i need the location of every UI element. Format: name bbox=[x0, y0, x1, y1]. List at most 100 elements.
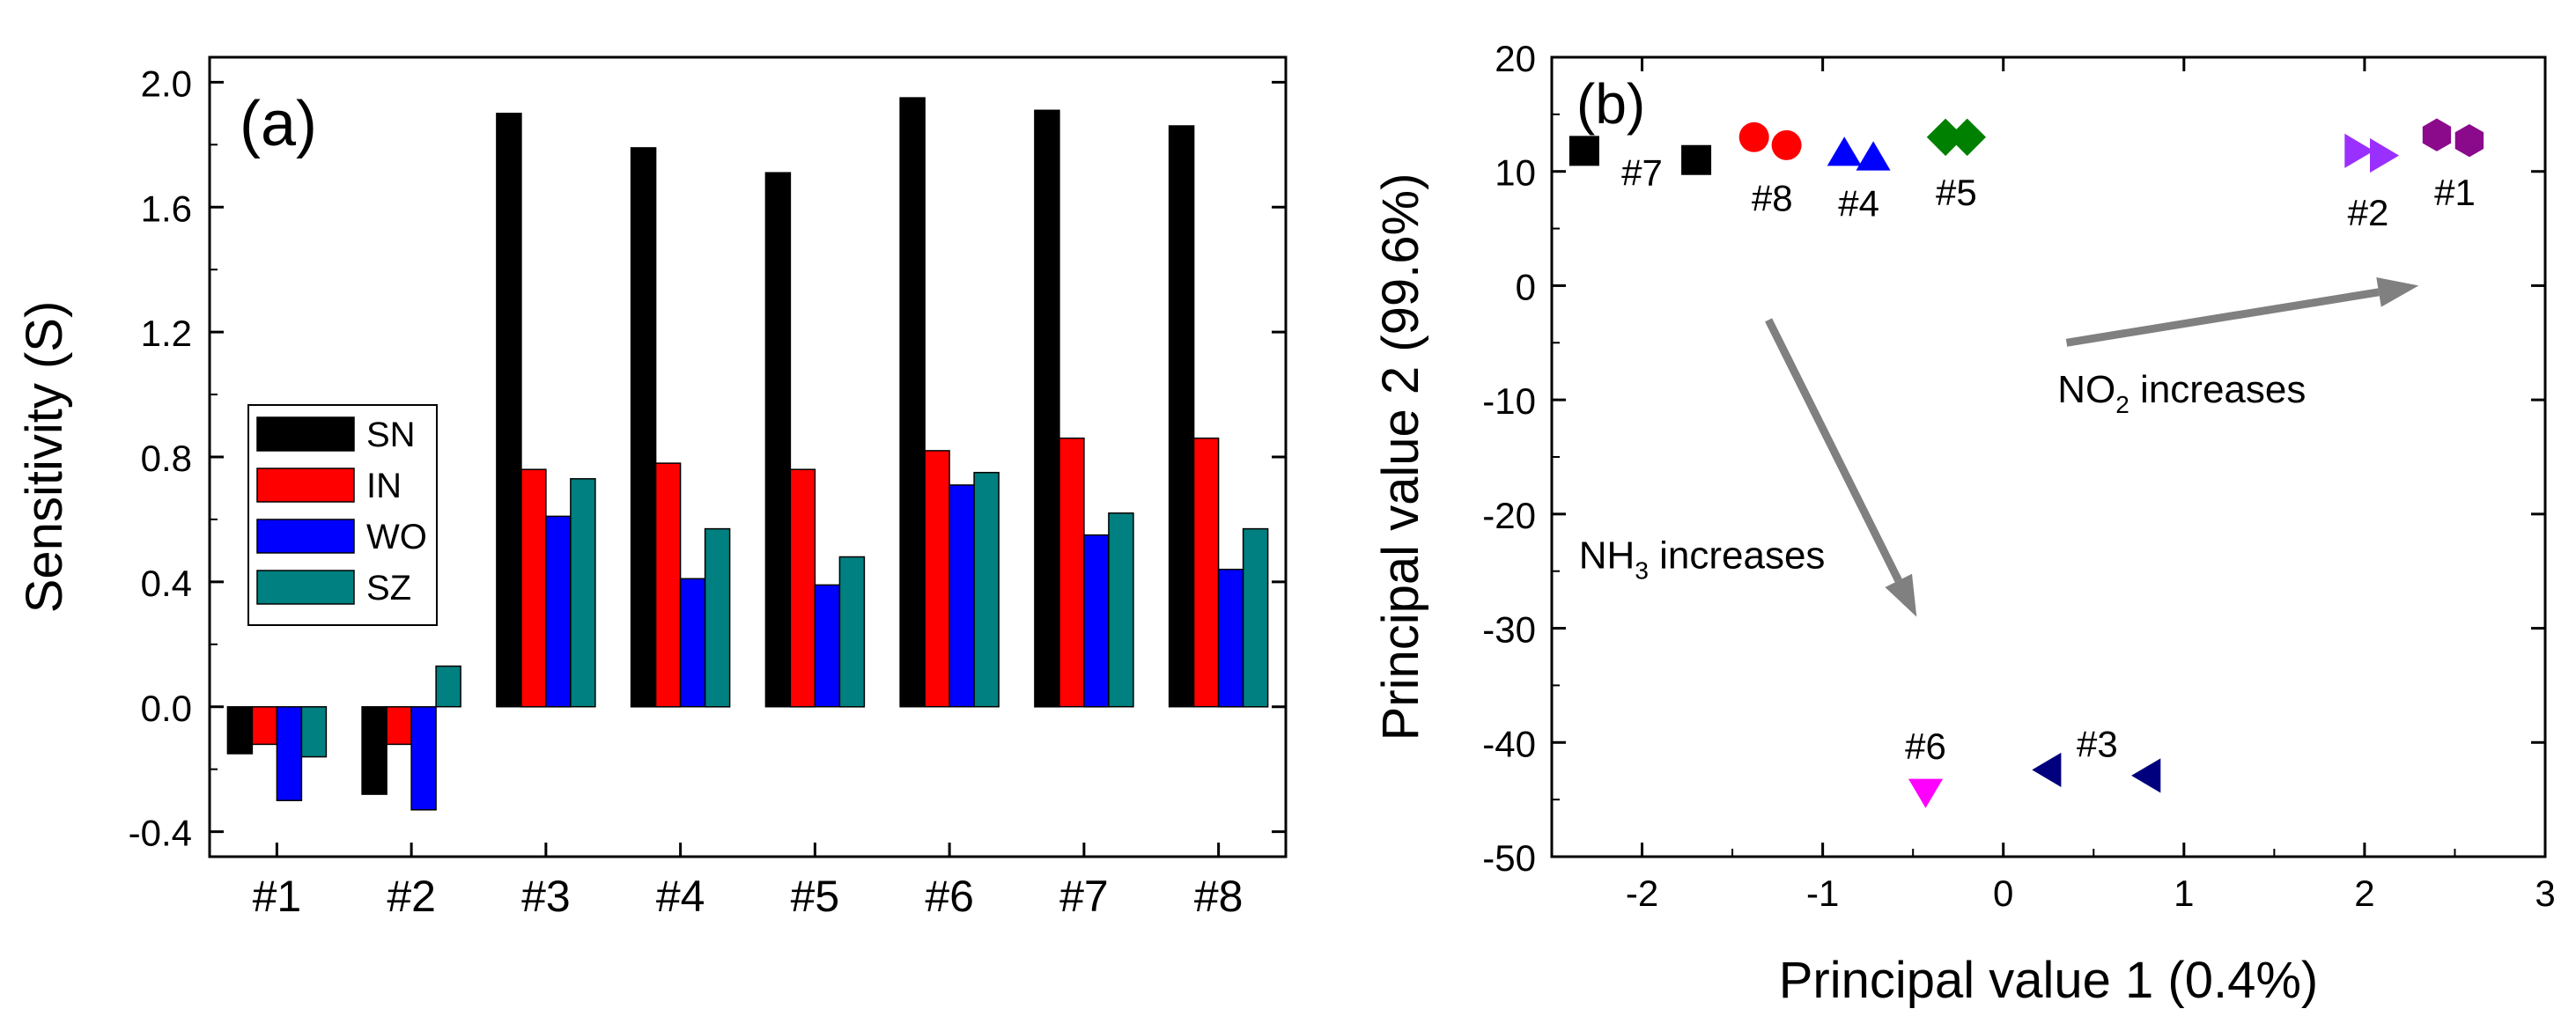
bar-in-5 bbox=[789, 468, 816, 708]
annotation-text-1: NH3 increases bbox=[1579, 534, 1826, 584]
point-sample-1-1 bbox=[2422, 118, 2452, 151]
y-tick-label: 0.4 bbox=[141, 563, 192, 604]
x-tick-label: #4 bbox=[656, 872, 705, 921]
panel-a-y-axis-title: Sensitivity (S) bbox=[16, 301, 73, 614]
panel-a-bar-chart: -0.40.00.40.81.21.62.0 #1 #2 #3 #4 #5 #6 #7 #8 … bbox=[16, 55, 1288, 921]
annotation-text-0: NO2 increases bbox=[2057, 368, 2306, 418]
annotation-subscript: 2 bbox=[2115, 391, 2129, 418]
annotation-rest: increases bbox=[1649, 534, 1826, 577]
panel-a-legend: SN IN WO SZ bbox=[247, 404, 438, 626]
bar-sn-4 bbox=[630, 147, 657, 708]
bar-sz-6 bbox=[973, 471, 1000, 708]
x-tick-label: #1 bbox=[253, 872, 302, 921]
panel-b-points bbox=[1568, 118, 2484, 808]
y-tick-label: -40 bbox=[1482, 723, 1536, 764]
bar-sz-1 bbox=[300, 706, 328, 758]
point-sample-1-2 bbox=[2454, 124, 2484, 158]
panel-b-x-axis: -2 -1 0 1 2 3 bbox=[1551, 57, 2556, 914]
bar-in-7 bbox=[1059, 437, 1085, 708]
trend-arrow-shaft bbox=[1765, 318, 1902, 583]
legend-swatch-wo bbox=[256, 519, 355, 554]
bar-sz-4 bbox=[704, 527, 731, 708]
bar-sn-5 bbox=[764, 172, 792, 708]
bar-sz-8 bbox=[1242, 527, 1269, 708]
point-sample-5-1 bbox=[1926, 118, 1965, 157]
annotation-main: NO bbox=[2057, 368, 2115, 411]
point-sample-3-2 bbox=[2131, 758, 2161, 793]
y-tick-label: -30 bbox=[1482, 609, 1536, 651]
bar-wo-5 bbox=[814, 584, 841, 708]
point-sample-2-1 bbox=[2344, 133, 2374, 168]
panel-b-x-axis-title: Principal value 1 (0.4%) bbox=[1779, 952, 2319, 1009]
bar-sn-2 bbox=[361, 706, 388, 795]
bar-sn-7 bbox=[1034, 109, 1060, 708]
point-sample-4-2 bbox=[1856, 141, 1891, 171]
panel-b-plot-frame bbox=[1550, 55, 2547, 858]
point-label-sample-8: #8 bbox=[1752, 177, 1793, 218]
point-sample-4-1 bbox=[1827, 136, 1862, 166]
point-sample-3-1 bbox=[2032, 752, 2062, 787]
point-sample-7-2 bbox=[1681, 144, 1712, 175]
bar-in-6 bbox=[924, 450, 950, 708]
bar-in-8 bbox=[1192, 437, 1220, 708]
y-tick-label: 2.0 bbox=[141, 63, 192, 104]
legend-swatch-in bbox=[256, 468, 355, 503]
x-tick-label: -1 bbox=[1806, 873, 1839, 914]
panel-b-label: (b) bbox=[1576, 72, 1645, 136]
bar-wo-8 bbox=[1217, 568, 1244, 708]
bar-in-3 bbox=[520, 468, 547, 708]
bar-wo-6 bbox=[948, 484, 975, 708]
panel-b-y-axis: 20 10 0 -10 -20 -30 -40 -50 bbox=[1482, 38, 2545, 879]
bar-wo-2 bbox=[410, 706, 437, 811]
panel-a-y-axis: -0.4 0.0 0.4 0.8 1.2 1.6 2.0 bbox=[129, 63, 1286, 854]
point-label-sample-6: #6 bbox=[1905, 725, 1946, 767]
y-tick-label: -0.4 bbox=[129, 813, 192, 854]
point-sample-7-1 bbox=[1568, 136, 1599, 166]
bar-sz-3 bbox=[570, 478, 596, 708]
point-sample-8-1 bbox=[1738, 122, 1769, 152]
panel-a-x-axis: #1 #2 #3 #4 #5 #6 #7 #8 bbox=[253, 843, 1243, 921]
legend-label-sz: SZ bbox=[366, 569, 411, 608]
y-tick-label: -10 bbox=[1482, 380, 1536, 422]
y-tick-label: 1.2 bbox=[141, 313, 192, 354]
x-tick-label: #5 bbox=[791, 872, 840, 921]
bar-in-4 bbox=[654, 462, 682, 708]
y-tick-label: -20 bbox=[1482, 495, 1536, 536]
y-tick-label: 20 bbox=[1495, 38, 1536, 79]
x-tick-label: -2 bbox=[1626, 873, 1658, 914]
panel-a-label: (a) bbox=[240, 89, 317, 159]
legend-label-wo: WO bbox=[366, 518, 427, 556]
bar-wo-1 bbox=[276, 706, 303, 801]
bar-sz-7 bbox=[1108, 512, 1134, 708]
bar-sz-5 bbox=[838, 556, 866, 708]
bar-sn-6 bbox=[899, 97, 926, 708]
bar-in-1 bbox=[251, 706, 278, 746]
trend-arrow-head bbox=[2376, 277, 2419, 307]
point-sample-5-2 bbox=[1948, 118, 1986, 157]
x-tick-label: #2 bbox=[387, 872, 436, 921]
x-tick-label: 0 bbox=[1993, 873, 2013, 914]
point-sample-8-2 bbox=[1771, 129, 1802, 160]
bar-sn-3 bbox=[496, 113, 522, 708]
bar-sn-1 bbox=[226, 706, 254, 755]
panel-b-point-labels: #7 #8 #4 #5 #2 #1 #6 #3 bbox=[1621, 152, 2476, 767]
point-label-sample-7: #7 bbox=[1621, 152, 1663, 194]
y-tick-label: 10 bbox=[1495, 152, 1536, 194]
bar-wo-3 bbox=[545, 515, 572, 708]
bar-wo-4 bbox=[679, 578, 706, 708]
point-sample-2-2 bbox=[2370, 138, 2400, 173]
annotation-rest: increases bbox=[2129, 368, 2307, 411]
point-label-sample-2: #2 bbox=[2348, 192, 2389, 233]
trend-arrow-head bbox=[1885, 573, 1917, 617]
y-tick-label: 0.0 bbox=[141, 688, 192, 729]
legend-label-in: IN bbox=[366, 467, 402, 505]
point-label-sample-5: #5 bbox=[1936, 172, 1977, 213]
x-tick-label: #6 bbox=[925, 872, 974, 921]
y-tick-label: 1.6 bbox=[141, 188, 192, 229]
annotation-main: NH bbox=[1579, 534, 1635, 577]
panel-a-bars bbox=[226, 97, 1269, 811]
bar-wo-7 bbox=[1083, 534, 1110, 708]
x-tick-label: 2 bbox=[2354, 873, 2374, 914]
